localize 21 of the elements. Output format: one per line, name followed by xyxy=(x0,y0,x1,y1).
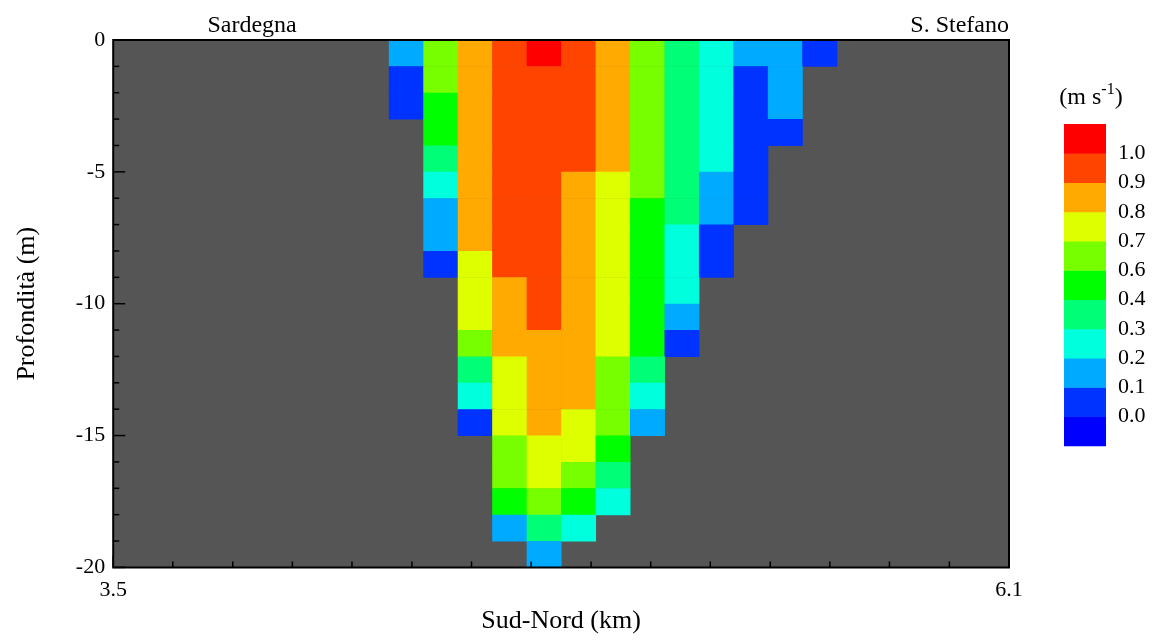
color-bar-label: 0.3 xyxy=(1118,314,1146,340)
x-axis-title: Sud-Nord (km) xyxy=(481,605,641,635)
y-tick-label: -20 xyxy=(75,553,106,579)
color-bar-label: 0.1 xyxy=(1118,373,1146,398)
y-tick-label: -10 xyxy=(75,289,106,315)
y-tick-label: -15 xyxy=(75,421,106,447)
color-bar-label: 0.9 xyxy=(1118,168,1146,194)
color-bar-label: 0.2 xyxy=(1118,343,1146,369)
color-bar-label: 0.7 xyxy=(1118,226,1146,252)
x-tick-label: 3.5 xyxy=(99,576,127,602)
y-tick-label: 0 xyxy=(94,25,106,51)
x-tick-label: 6.1 xyxy=(995,576,1023,602)
y-tick-label: -5 xyxy=(86,157,106,183)
color-bar-label: 0.8 xyxy=(1118,197,1146,223)
y-axis-title: Profondità (m) xyxy=(11,226,41,381)
color-bar-label: 1.0 xyxy=(1118,139,1146,165)
text: S. Stefano xyxy=(910,11,1010,37)
color-bar-label: 0.0 xyxy=(1118,402,1146,428)
text: Sardegna xyxy=(207,11,298,37)
color-bar-label: 0.4 xyxy=(1118,285,1146,311)
color-bar-label: 0.6 xyxy=(1118,256,1146,282)
